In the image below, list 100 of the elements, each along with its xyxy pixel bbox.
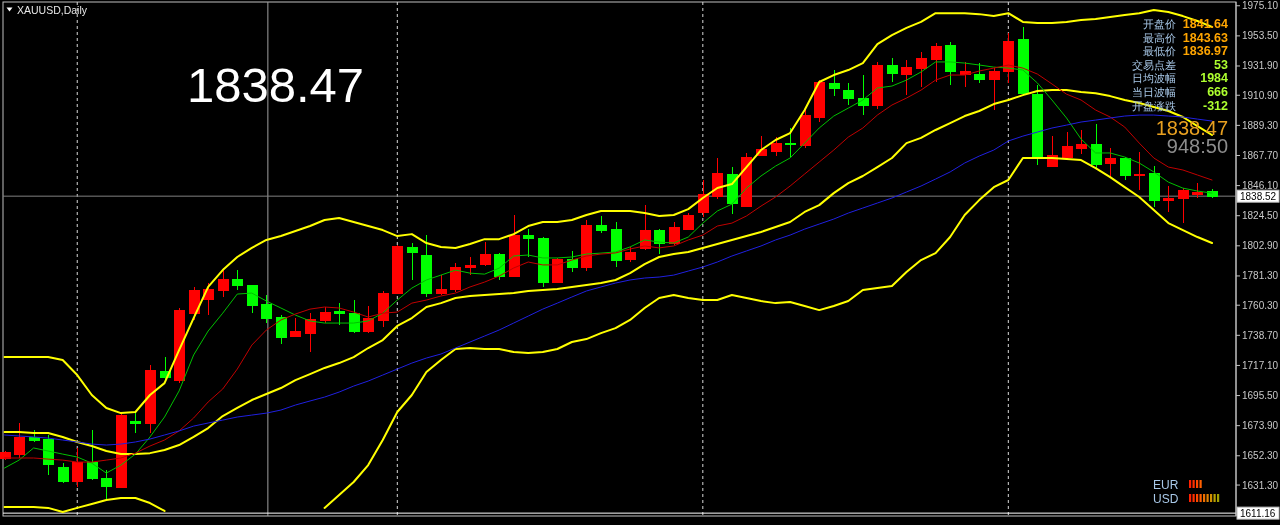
candlestick [392, 244, 403, 295]
candlestick [625, 246, 636, 263]
candlestick [1018, 26, 1029, 96]
y-tick-label: 1867.70 [1242, 149, 1279, 161]
candlestick [363, 305, 374, 334]
annotation: 日均波幅 [1132, 72, 1176, 85]
candlestick [320, 306, 331, 324]
candlestick [378, 290, 389, 328]
y-tick-label: 1781.30 [1242, 270, 1279, 282]
candlestick [290, 317, 301, 338]
candlestick [101, 469, 112, 501]
y-tick-label: 1673.90 [1242, 420, 1279, 432]
candlestick [611, 221, 622, 268]
annotation: 1843.63 [1182, 30, 1229, 45]
candlestick [174, 307, 185, 384]
annotation: 1984 [1200, 71, 1229, 86]
candlestick [712, 157, 723, 200]
annotation: 当日波幅 [1132, 86, 1176, 98]
candlestick [1076, 129, 1087, 155]
ref-line-label: 1611.16 [1240, 507, 1276, 519]
candlestick [1149, 165, 1160, 208]
candlestick [683, 212, 694, 231]
candlestick [989, 67, 1000, 111]
ref-line-label: 1838.52 [1240, 190, 1277, 202]
y-tick-label: 1953.50 [1242, 30, 1279, 42]
candlestick [509, 214, 520, 278]
y-tick-label: 1717.10 [1242, 359, 1279, 371]
annotation: 最高价 [1143, 31, 1176, 44]
candlestick [436, 274, 447, 296]
y-tick-label: 1975.10 [1242, 0, 1279, 12]
candlestick [916, 51, 927, 88]
annotation: 948:50 [1166, 135, 1228, 157]
candlestick [72, 447, 83, 488]
candlestick [901, 59, 912, 96]
annotation: 最低价 [1143, 45, 1176, 58]
candlestick [1091, 123, 1102, 169]
annotation: 开盘价 [1143, 18, 1176, 30]
candlestick [305, 312, 316, 353]
candlestick [858, 74, 869, 116]
candlestick [480, 241, 491, 267]
candlestick [538, 236, 549, 288]
candlestick [1120, 156, 1131, 181]
candlestick [145, 364, 156, 434]
candlestick [130, 411, 141, 434]
annotation: 交易点差 [1132, 58, 1176, 71]
candlestick [960, 61, 971, 88]
candlestick [654, 228, 665, 255]
y-tick-label: 1802.90 [1242, 240, 1279, 252]
candlestick [276, 314, 287, 345]
candlestick [261, 294, 272, 324]
candlestick [1105, 147, 1116, 178]
y-tick-label: 1652.30 [1242, 450, 1279, 462]
candlestick [116, 412, 127, 489]
y-tick-label: 1824.50 [1242, 210, 1279, 222]
candlestick [1163, 185, 1174, 213]
y-tick-label: 1695.50 [1242, 390, 1279, 402]
candlestick [1178, 187, 1189, 224]
candlestick [465, 256, 476, 276]
candlestick [523, 228, 534, 258]
candlestick [829, 69, 840, 97]
candlestick [349, 299, 360, 334]
candlestick [1134, 151, 1145, 191]
candlestick [450, 262, 461, 293]
candlestick [785, 127, 796, 158]
candlestick [407, 242, 418, 281]
candlestick [931, 42, 942, 83]
y-tick-label: 1931.90 [1242, 60, 1279, 72]
candlestick [552, 257, 563, 284]
candlestick [741, 152, 752, 208]
annotation: 53 [1214, 57, 1229, 72]
candlestick [596, 215, 607, 234]
y-tick-label: 1631.30 [1242, 479, 1279, 491]
annotation: 1838.47 [187, 58, 365, 112]
annotation: 1836.97 [1182, 44, 1229, 59]
candlestick [232, 269, 243, 291]
candlestick [334, 302, 345, 326]
candlestick [974, 62, 985, 84]
y-tick-label: 1738.70 [1242, 329, 1279, 341]
candlestick [421, 234, 432, 298]
candlestick [189, 286, 200, 321]
candlestick [887, 57, 898, 83]
candlestick [872, 61, 883, 110]
candlestick [87, 429, 98, 481]
annotation: EUR [1153, 478, 1179, 492]
y-tick-label: 1889.30 [1242, 119, 1279, 131]
candlestick [1003, 32, 1014, 84]
candlestick [1032, 84, 1043, 166]
candlestick [771, 136, 782, 157]
candlestick [814, 79, 825, 123]
candlestick [843, 82, 854, 106]
candlestick [247, 284, 258, 314]
candlestick [581, 219, 592, 272]
chart-title: XAUUSD,Daily [17, 3, 88, 16]
annotation: USD [1153, 492, 1179, 506]
candlestick [945, 41, 956, 86]
candlestick [669, 221, 680, 246]
candlestick [14, 422, 25, 459]
annotation: -312 [1202, 98, 1229, 113]
y-tick-label: 1846.10 [1242, 180, 1279, 192]
annotation: 666 [1207, 85, 1229, 99]
